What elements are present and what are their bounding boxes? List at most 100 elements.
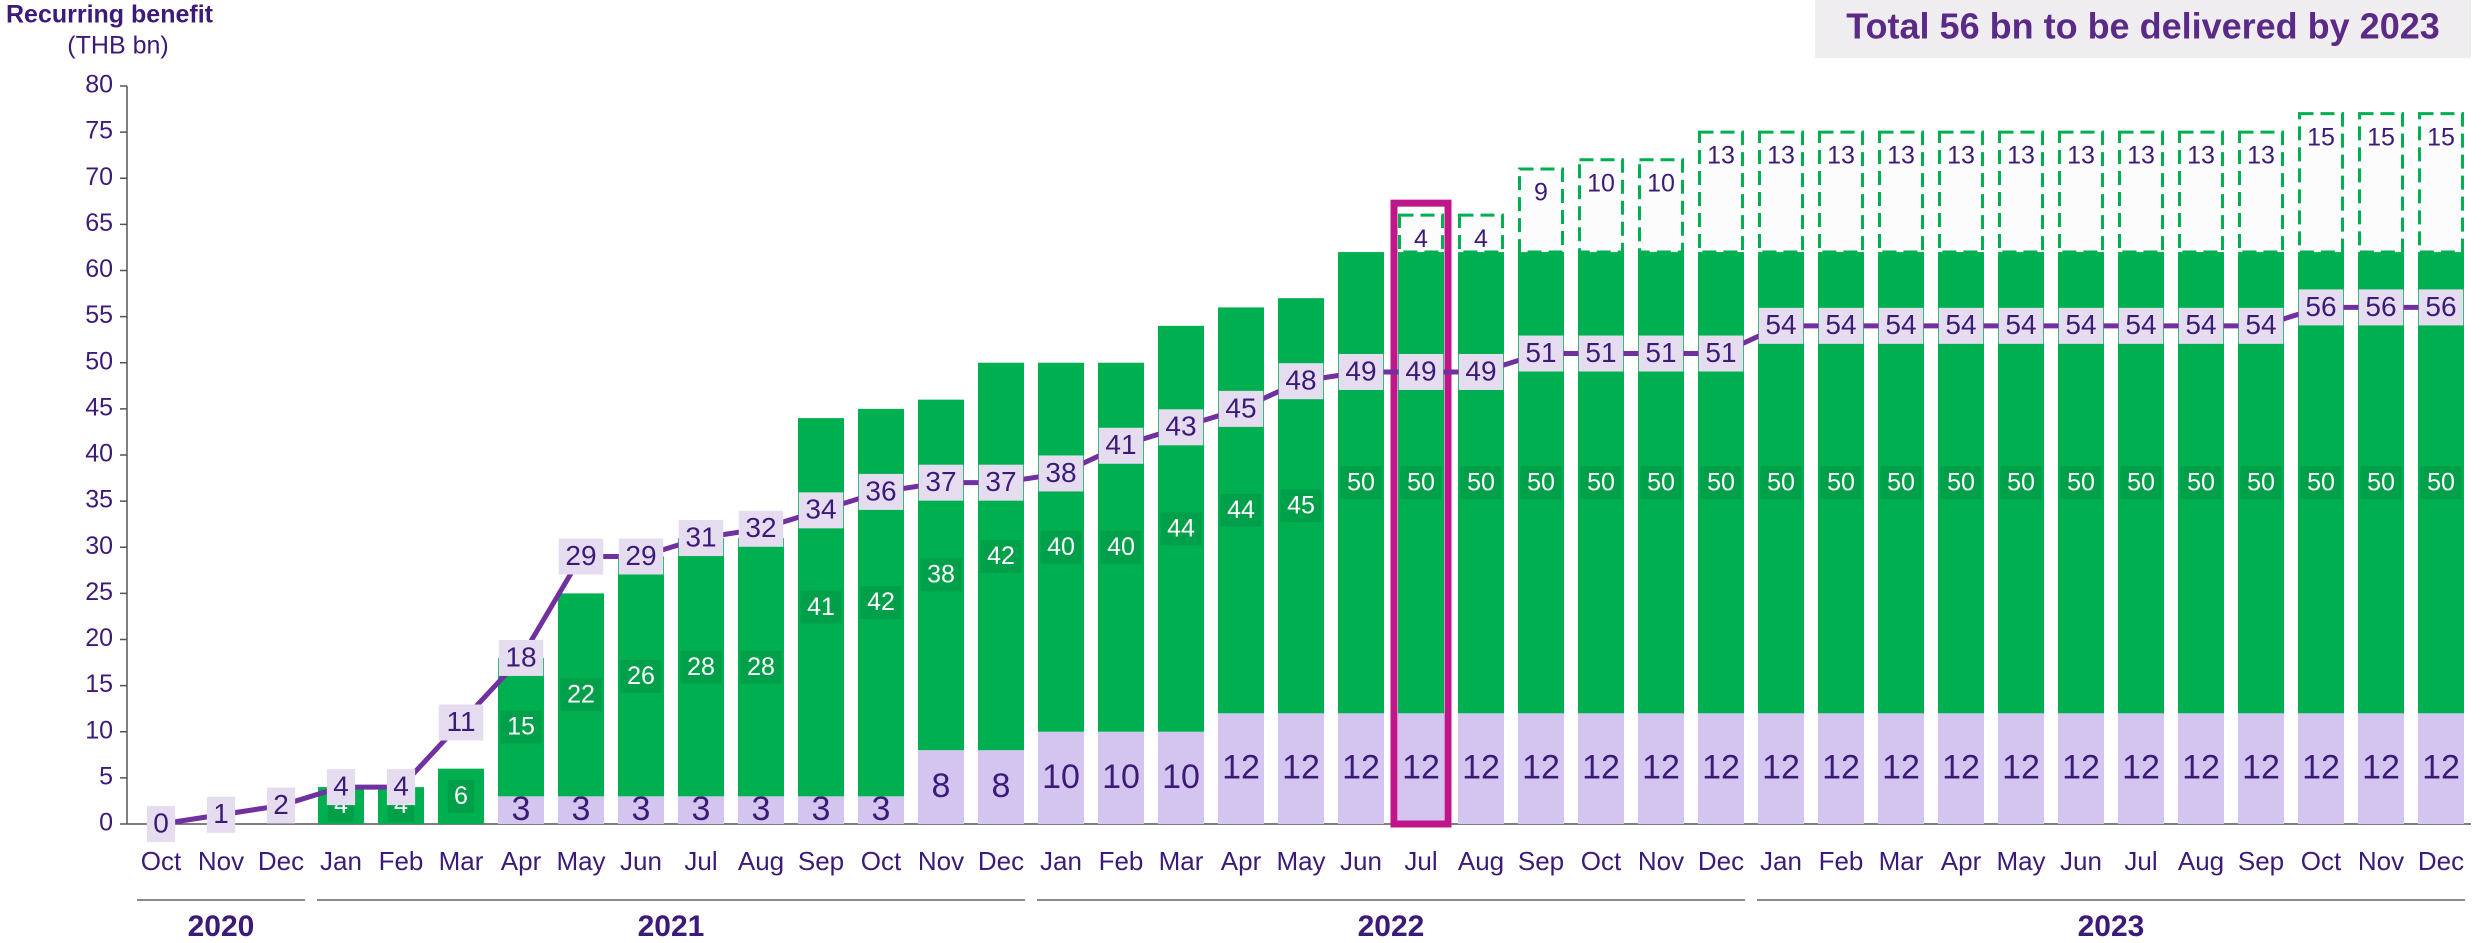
data-label: 15 bbox=[2367, 123, 2395, 151]
data-label: 32 bbox=[745, 512, 776, 543]
data-label: 54 bbox=[1765, 309, 1796, 340]
data-label: 50 bbox=[2067, 468, 2095, 496]
data-label: 10 bbox=[1647, 169, 1675, 197]
label-bg bbox=[2358, 289, 2404, 326]
x-tick-label: Feb bbox=[1099, 846, 1144, 876]
label-bg bbox=[1938, 307, 1984, 344]
label-bg bbox=[1100, 530, 1142, 564]
data-label: 3 bbox=[512, 790, 531, 828]
label-bg bbox=[2060, 466, 2102, 500]
data-label: 22 bbox=[567, 680, 595, 708]
bar-segment bbox=[1518, 713, 1564, 824]
label-bg bbox=[266, 787, 296, 824]
y-tick-label: 35 bbox=[85, 486, 113, 514]
planned-segment bbox=[2298, 112, 2344, 254]
data-label: 12 bbox=[2302, 749, 2340, 787]
x-tick-label: Dec bbox=[978, 846, 1024, 876]
label-bg bbox=[2418, 289, 2464, 326]
data-label: 12 bbox=[2122, 749, 2160, 787]
planned-segment bbox=[1578, 158, 1624, 254]
bar-segment bbox=[1098, 731, 1144, 824]
planned-segment bbox=[1698, 130, 1744, 254]
planned-segment bbox=[2178, 130, 2224, 254]
data-label: 37 bbox=[985, 466, 1016, 497]
label-bg bbox=[1038, 455, 1084, 492]
data-label: 15 bbox=[2307, 123, 2335, 151]
bar-segment bbox=[1158, 731, 1204, 824]
data-label: 8 bbox=[992, 767, 1011, 805]
label-bg bbox=[2058, 307, 2104, 344]
y-tick-label: 80 bbox=[85, 71, 113, 99]
planned-segment bbox=[2358, 112, 2404, 254]
data-label: 50 bbox=[2427, 468, 2455, 496]
data-label: 42 bbox=[987, 542, 1015, 570]
y-axis-unit: (THB bn) bbox=[67, 32, 168, 60]
label-bg bbox=[1580, 466, 1622, 500]
bar-segment bbox=[1398, 713, 1444, 824]
data-label: 12 bbox=[2002, 749, 2040, 787]
data-label: 44 bbox=[1167, 514, 1195, 542]
bar-segment bbox=[1578, 713, 1624, 824]
data-label: 11 bbox=[446, 706, 475, 737]
x-tick-label: Sep bbox=[1518, 846, 1564, 876]
label-bg bbox=[2180, 466, 2222, 500]
data-label: 44 bbox=[1227, 496, 1255, 524]
data-label: 50 bbox=[2007, 468, 2035, 496]
data-label: 13 bbox=[1707, 142, 1735, 170]
x-tick-label: Apr bbox=[1941, 846, 1982, 876]
data-label: 50 bbox=[2187, 468, 2215, 496]
label-bg bbox=[800, 590, 842, 624]
data-label: 4 bbox=[333, 770, 349, 801]
x-tick-label: Dec bbox=[258, 846, 304, 876]
data-label: 12 bbox=[1642, 749, 1680, 787]
label-bg bbox=[1760, 466, 1802, 500]
data-label: 15 bbox=[507, 713, 535, 741]
planned-segment bbox=[1518, 167, 1564, 254]
planned-segment bbox=[2418, 112, 2464, 254]
data-label: 1 bbox=[213, 798, 229, 829]
data-label: 12 bbox=[1942, 749, 1980, 787]
data-label: 54 bbox=[1825, 309, 1856, 340]
y-tick-label: 75 bbox=[85, 117, 113, 145]
x-tick-label: Sep bbox=[798, 846, 844, 876]
bar-segment bbox=[558, 796, 604, 824]
label-bg bbox=[618, 538, 664, 575]
data-label: 51 bbox=[1705, 337, 1736, 368]
y-tick-label: 60 bbox=[85, 255, 113, 283]
data-label: 49 bbox=[1345, 355, 1376, 386]
data-label: 50 bbox=[1527, 468, 1555, 496]
x-tick-label: Oct bbox=[141, 846, 182, 876]
label-bg bbox=[920, 558, 962, 592]
label-bg bbox=[2240, 466, 2282, 500]
data-label: 50 bbox=[1347, 468, 1375, 496]
x-tick-label: Nov bbox=[2358, 846, 2404, 876]
planned-segment bbox=[1758, 130, 1804, 254]
planned-segment bbox=[2118, 130, 2164, 254]
year-label: 2021 bbox=[638, 910, 705, 943]
data-label: 12 bbox=[1582, 749, 1620, 787]
y-tick-label: 15 bbox=[85, 670, 113, 698]
data-label: 51 bbox=[1525, 337, 1556, 368]
bar-segment bbox=[1998, 713, 2044, 824]
label-bg bbox=[1340, 466, 1382, 500]
data-label: 54 bbox=[2245, 309, 2276, 340]
data-label: 38 bbox=[927, 561, 955, 589]
y-tick-label: 25 bbox=[85, 578, 113, 606]
data-label: 4 bbox=[1474, 225, 1488, 253]
label-bg bbox=[1880, 466, 1922, 500]
bar-segment bbox=[2058, 713, 2104, 824]
data-label: 2 bbox=[273, 789, 289, 820]
data-label: 36 bbox=[865, 475, 896, 506]
label-bg bbox=[1338, 353, 1384, 390]
label-bg bbox=[558, 538, 604, 575]
label-bg bbox=[620, 659, 662, 693]
label-bg bbox=[860, 586, 902, 620]
label-bg bbox=[447, 779, 475, 813]
bar-segment bbox=[2298, 713, 2344, 824]
x-tick-label: Aug bbox=[738, 846, 784, 876]
data-label: 10 bbox=[1042, 758, 1080, 796]
year-label: 2022 bbox=[1358, 910, 1425, 943]
bar-segment bbox=[1458, 713, 1504, 824]
